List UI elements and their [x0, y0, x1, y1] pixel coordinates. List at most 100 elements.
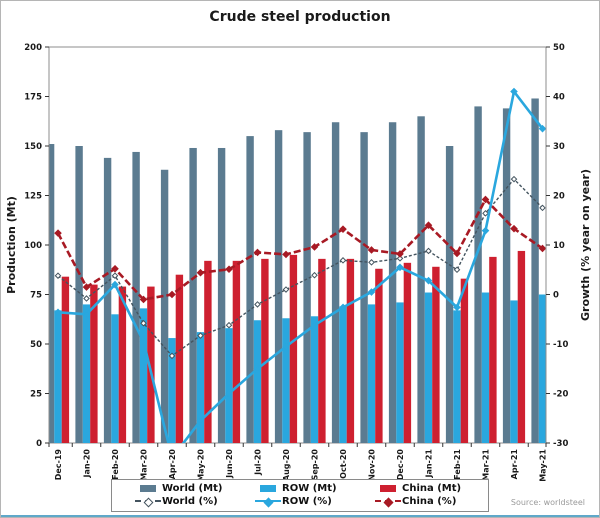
y-right-tick: 30: [553, 142, 565, 152]
bar: [367, 304, 376, 443]
marker-diamond: [481, 195, 490, 204]
x-tick-label: Jan-20: [83, 449, 92, 479]
bar: [49, 144, 55, 443]
marker-diamond: [510, 175, 518, 183]
marker-diamond: [140, 319, 147, 327]
bar: [261, 258, 269, 443]
bar: [54, 310, 62, 443]
bar: [282, 318, 290, 443]
marker-diamond: [196, 416, 205, 425]
legend-label: China (%): [402, 496, 457, 507]
x-tick-label: Dec-19: [54, 449, 63, 481]
bar: [489, 256, 497, 443]
bar: [289, 254, 298, 443]
bar: [118, 286, 127, 443]
legend-label: World (%): [162, 496, 218, 507]
bar: [474, 106, 482, 443]
marker-diamond: [139, 337, 148, 346]
x-tick-label: Aug-20: [282, 449, 291, 481]
bar: [168, 338, 176, 443]
bar: [388, 122, 397, 443]
marker-diamond: [367, 288, 376, 296]
marker-diamond: [54, 272, 62, 279]
bar: [445, 146, 454, 443]
bar: [481, 292, 490, 443]
bar: [246, 136, 254, 443]
bar: [175, 274, 184, 443]
marker-diamond: [111, 264, 119, 273]
x-tick-label: Apr-21: [510, 449, 519, 480]
x-tick-label: Oct-20: [339, 449, 348, 479]
bar: [196, 332, 205, 443]
marker-diamond: [339, 303, 347, 312]
chart-plot: 0 25 50 75 100 125 150 175 200 -30 -20 -10 0 10 20 30 40…: [5, 43, 592, 481]
bar: [274, 130, 283, 443]
marker-diamond: [367, 246, 376, 254]
bar: [517, 250, 526, 443]
bar: [538, 294, 546, 443]
x-tick-label: May-20: [197, 449, 206, 481]
legend-label: ROW (Mt): [282, 483, 337, 494]
y-left-tick: 200: [24, 43, 42, 53]
y-right-tick: 10: [553, 241, 565, 251]
marker-diamond: [339, 257, 347, 264]
x-tick-label: Jul-20: [254, 449, 263, 476]
marker-diamond: [539, 204, 546, 212]
marker-diamond: [482, 210, 489, 217]
bar: [147, 286, 155, 443]
x-tick-label: Nov-20: [368, 449, 377, 481]
y-right-tick: 20: [553, 191, 565, 201]
x-tick-label: May-21: [539, 449, 548, 481]
bar: [160, 169, 169, 443]
bar: [432, 266, 440, 443]
marker-diamond: [396, 250, 404, 258]
y-right-tick: -30: [553, 439, 568, 449]
bar: [90, 284, 98, 443]
chart-legend: World (Mt) ROW (Mt) China (Mt) World (%) ROW…: [111, 479, 489, 512]
marker-diamond: [510, 87, 518, 96]
y-left-tick: 0: [36, 439, 42, 449]
y-right-tick: -20: [553, 389, 568, 399]
bar: [375, 268, 383, 443]
bar: [453, 310, 461, 443]
bar: [424, 292, 433, 443]
y-left-tick: 150: [24, 142, 42, 152]
bar: [346, 258, 355, 443]
bar: [189, 147, 197, 443]
marker-diamond: [425, 247, 432, 255]
legend-item-row-: ROW (%): [240, 496, 360, 507]
legend-bar-swatch-icon: [380, 485, 396, 492]
bar: [217, 147, 226, 443]
marker-diamond: [168, 352, 176, 360]
bar-series-ROW (Mt): [54, 292, 546, 443]
marker-diamond: [253, 248, 262, 257]
marker-diamond: [339, 225, 347, 233]
legend-bar-swatch-icon: [140, 485, 156, 492]
bar: [403, 262, 412, 443]
marker-diamond: [82, 310, 91, 319]
y-left-axis-title: Production (Mt): [5, 196, 18, 294]
legend-label: World (Mt): [162, 483, 223, 494]
bar: [531, 98, 539, 443]
legend-line-swatch-icon: [375, 497, 401, 507]
legend-label: ROW (%): [282, 496, 332, 507]
bottom-rule: [1, 515, 599, 517]
bar: [61, 276, 70, 443]
legend-item-world-: World (%): [120, 496, 240, 507]
x-tick-label: Mar-21: [482, 449, 491, 481]
bar: [82, 304, 91, 443]
y-left-tick: 175: [24, 92, 42, 102]
bar: [310, 316, 319, 443]
y-left-tick: 100: [24, 241, 42, 251]
bar: [75, 146, 83, 443]
y-right-tick: 40: [553, 92, 565, 102]
marker-diamond: [538, 244, 546, 253]
marker-diamond: [396, 263, 404, 272]
marker-diamond: [82, 283, 91, 291]
chart-title: Crude steel production: [209, 9, 391, 25]
source-note: Source: worldsteel: [510, 498, 585, 507]
marker-diamond: [396, 255, 404, 262]
marker-diamond: [225, 389, 233, 398]
marker-diamond: [481, 226, 490, 235]
